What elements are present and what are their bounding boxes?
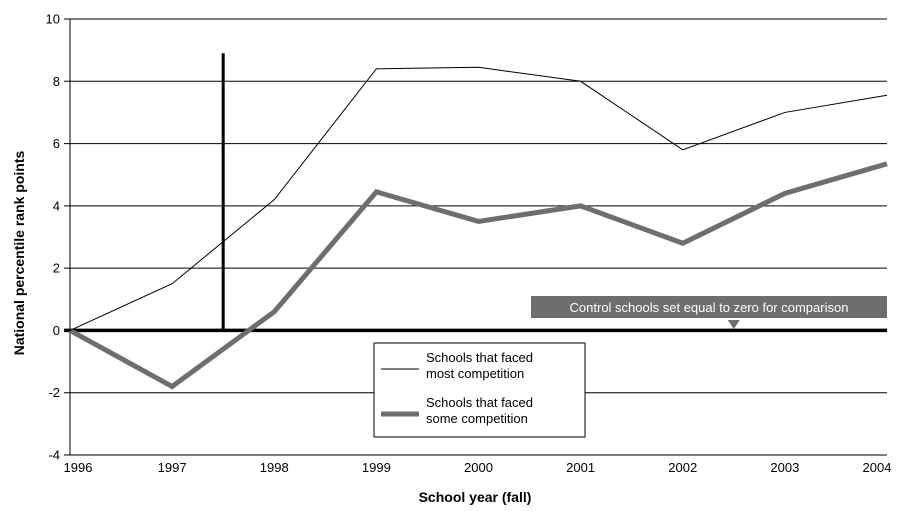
series-layer	[68, 66, 888, 390]
series-line-most-competition	[69, 66, 888, 331]
series-line-some-competition	[68, 161, 888, 390]
y-axis-title: National percentile rank points	[11, 150, 27, 355]
x-tick-label: 1998	[260, 460, 289, 475]
tick-layer: -4 -2 0 2 4 6 8 10 1996 1997 1998 1999 2000 2001 2002 2…	[46, 12, 892, 476]
x-axis-title: School year (fall)	[419, 489, 532, 505]
legend-label: Schools that faced	[426, 395, 533, 410]
legend-label: Schools that faced	[426, 350, 533, 365]
x-tick-label: 2003	[770, 460, 799, 475]
legend-label: most competition	[426, 366, 524, 381]
y-tick-label: 6	[53, 136, 60, 151]
annotation-box	[531, 296, 887, 318]
y-tick-label: 4	[53, 198, 60, 213]
annotation-text: Control schools set equal to zero for co…	[570, 300, 849, 315]
annotation-pointer	[727, 320, 740, 329]
x-tick-label: 2001	[566, 460, 595, 475]
grid-layer	[64, 18, 887, 456]
x-tick-label: 2004	[863, 460, 892, 475]
x-tick-label: 1997	[158, 460, 187, 475]
y-tick-label: 8	[53, 74, 60, 89]
x-tick-label: 2000	[464, 460, 493, 475]
y-tick-label: -2	[48, 385, 60, 400]
legend-box	[373, 342, 586, 438]
x-tick-label: 2002	[668, 460, 697, 475]
x-tick-label: 1999	[362, 460, 391, 475]
annotation-layer: Control schools set equal to zero for co…	[531, 296, 887, 329]
y-tick-label: 2	[53, 261, 60, 276]
y-tick-label: 10	[46, 12, 60, 27]
y-tick-label: 0	[53, 323, 60, 338]
legend-label: some competition	[426, 411, 528, 426]
y-tick-label: -4	[48, 448, 60, 463]
x-tick-label: 1996	[64, 460, 93, 475]
